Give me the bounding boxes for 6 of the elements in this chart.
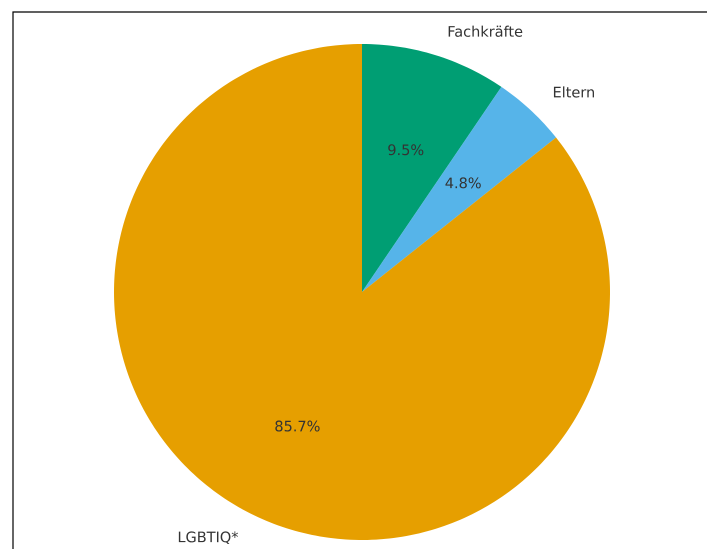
data-label: 85.7%: [275, 420, 320, 432]
data-label: 4.8%: [445, 177, 481, 188]
slice-label: LGBTIQ*: [178, 531, 238, 544]
slice-label: Eltern: [554, 86, 594, 98]
data-label: 9.5%: [388, 144, 424, 156]
slice-label: Fachkräfte: [448, 26, 522, 37]
